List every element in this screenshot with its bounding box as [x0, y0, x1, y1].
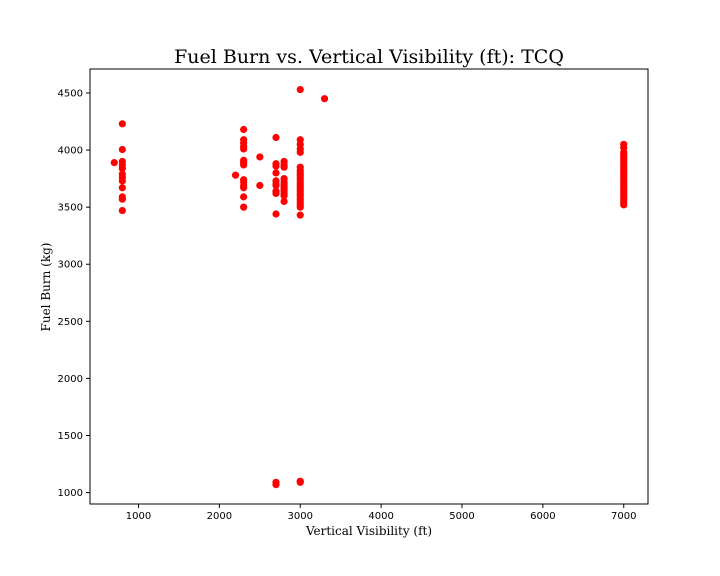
data-point	[296, 211, 304, 219]
data-point	[240, 145, 248, 153]
x-tick-label: 3000	[288, 511, 313, 522]
data-point	[240, 161, 248, 169]
data-point	[280, 197, 288, 206]
data-point	[256, 181, 264, 190]
data-point	[118, 195, 126, 203]
data-point	[320, 95, 329, 103]
data-point	[240, 193, 248, 201]
y-tick-label: 2500	[58, 317, 83, 328]
data-point	[240, 203, 248, 211]
data-point	[110, 159, 118, 167]
data-point	[240, 184, 248, 192]
data-point	[272, 480, 280, 489]
scatter-points	[110, 85, 628, 489]
data-point	[231, 171, 240, 179]
y-tick-label: 1500	[58, 431, 83, 442]
x-tick-label: 2000	[207, 511, 232, 522]
data-point	[272, 133, 280, 142]
x-tick-label: 1000	[126, 511, 151, 522]
y-axis-label: Fuel Burn (kg)	[39, 243, 53, 332]
data-point	[296, 203, 304, 211]
y-tick-label: 3500	[58, 203, 83, 214]
data-point	[272, 210, 280, 218]
x-tick-label: 7000	[611, 511, 636, 522]
data-point	[280, 192, 288, 200]
data-point	[296, 148, 304, 156]
data-point	[240, 125, 248, 134]
y-tick-label: 4000	[58, 146, 83, 157]
x-axis-label: Vertical Visibility (ft)	[305, 524, 432, 538]
y-tick-label: 3000	[58, 260, 83, 271]
x-tick-label: 5000	[449, 511, 474, 522]
data-point	[272, 189, 280, 198]
data-point	[280, 163, 288, 171]
chart-title: Fuel Burn vs. Vertical Visibility (ft): …	[174, 46, 564, 68]
data-point	[118, 145, 126, 154]
data-point	[118, 184, 126, 192]
y-tick-label: 2000	[58, 374, 83, 385]
x-tick-label: 6000	[530, 511, 555, 522]
x-tick-label: 4000	[368, 511, 393, 522]
data-point	[118, 120, 126, 128]
data-point	[118, 206, 126, 215]
data-point	[118, 164, 126, 172]
data-point	[272, 169, 280, 177]
data-point	[296, 478, 304, 486]
data-point	[296, 85, 304, 94]
y-tick-label: 1000	[58, 488, 83, 499]
data-point	[272, 162, 280, 170]
plot-frame	[89, 68, 649, 505]
data-point	[272, 181, 280, 190]
axis-ticks: 1000 2000 3000 4000 5000 6000 7000 1000 1500 2000…	[58, 88, 637, 522]
y-tick-label: 4500	[58, 88, 83, 99]
data-point	[256, 153, 264, 161]
data-point	[118, 177, 126, 185]
data-point	[620, 201, 628, 209]
